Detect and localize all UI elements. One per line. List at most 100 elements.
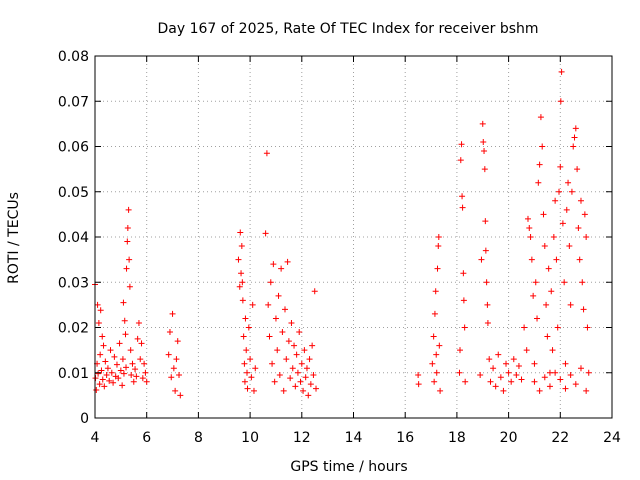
data-point	[138, 340, 145, 347]
data-point	[237, 229, 244, 236]
data-point	[563, 206, 570, 213]
data-point	[130, 378, 137, 385]
data-point	[313, 385, 320, 392]
data-point	[535, 179, 542, 186]
y-tick-label: 0.08	[58, 49, 89, 65]
data-point	[557, 98, 564, 105]
x-axis-label: GPS time / hours	[290, 459, 407, 475]
data-point	[99, 376, 106, 383]
data-point	[300, 387, 307, 394]
data-point	[495, 351, 502, 358]
data-point	[435, 234, 442, 240]
data-point	[121, 317, 128, 324]
data-point	[576, 256, 583, 263]
data-point	[247, 356, 254, 363]
data-point	[235, 256, 242, 263]
data-point	[263, 150, 270, 157]
data-point	[553, 256, 560, 263]
x-tick-label: 24	[603, 430, 621, 446]
data-point	[460, 297, 467, 304]
x-tick-label: 10	[241, 430, 259, 446]
data-points	[92, 68, 592, 399]
data-point	[280, 387, 287, 394]
data-point	[566, 243, 573, 250]
data-point	[505, 369, 512, 376]
x-tick-label: 4	[91, 430, 100, 446]
data-point	[478, 256, 485, 263]
data-point	[429, 360, 436, 367]
data-point	[550, 234, 557, 240]
data-point	[238, 270, 245, 277]
data-point	[562, 385, 569, 392]
data-point	[110, 379, 117, 386]
data-point	[113, 361, 120, 368]
data-point	[266, 333, 273, 340]
x-tick-label: 12	[293, 430, 311, 446]
data-point	[579, 279, 586, 286]
y-tick-label: 0.03	[58, 275, 89, 291]
data-point	[575, 224, 582, 231]
data-point	[484, 319, 491, 326]
data-point	[168, 374, 175, 381]
data-point	[435, 243, 442, 250]
data-point	[565, 179, 572, 186]
data-point	[293, 351, 300, 358]
data-point	[479, 120, 486, 127]
data-point	[492, 383, 499, 390]
data-point	[483, 279, 490, 286]
x-tick-label: 8	[194, 430, 203, 446]
data-point	[285, 338, 292, 345]
data-point	[115, 375, 122, 382]
data-point	[415, 372, 422, 379]
data-point	[541, 374, 548, 381]
data-point	[250, 387, 257, 394]
data-point	[580, 306, 587, 313]
data-point	[265, 301, 272, 308]
data-point	[571, 134, 578, 141]
data-point	[561, 279, 568, 286]
data-point	[562, 360, 569, 367]
data-point	[95, 370, 102, 377]
data-point	[292, 383, 299, 390]
data-point	[92, 375, 99, 382]
data-point	[279, 329, 286, 336]
data-point	[124, 224, 131, 231]
data-point	[524, 215, 531, 222]
data-point	[129, 360, 136, 367]
data-point	[243, 369, 250, 376]
data-point	[306, 356, 313, 363]
data-point	[500, 387, 507, 394]
data-point	[288, 319, 295, 326]
data-point	[434, 265, 441, 272]
data-point	[97, 351, 104, 358]
data-point	[461, 324, 468, 331]
data-point	[248, 374, 255, 381]
data-point	[510, 356, 517, 363]
data-point	[530, 292, 537, 299]
data-point	[457, 157, 464, 164]
data-point	[584, 324, 591, 331]
data-point	[536, 387, 543, 394]
data-point	[245, 324, 252, 331]
data-point	[271, 378, 278, 385]
data-point	[99, 333, 106, 340]
data-point	[96, 381, 103, 388]
data-point	[141, 360, 148, 367]
data-point	[122, 331, 129, 338]
data-point	[583, 234, 590, 240]
data-point	[531, 378, 538, 385]
data-point	[128, 372, 135, 379]
data-point	[272, 315, 279, 322]
data-point	[133, 373, 140, 380]
data-point	[536, 161, 543, 168]
data-point	[433, 351, 440, 358]
data-point	[546, 383, 553, 390]
data-point	[119, 382, 126, 389]
data-point	[176, 372, 183, 379]
data-point	[568, 188, 575, 195]
data-point	[557, 376, 564, 383]
data-point	[274, 347, 281, 354]
data-point	[241, 360, 248, 367]
